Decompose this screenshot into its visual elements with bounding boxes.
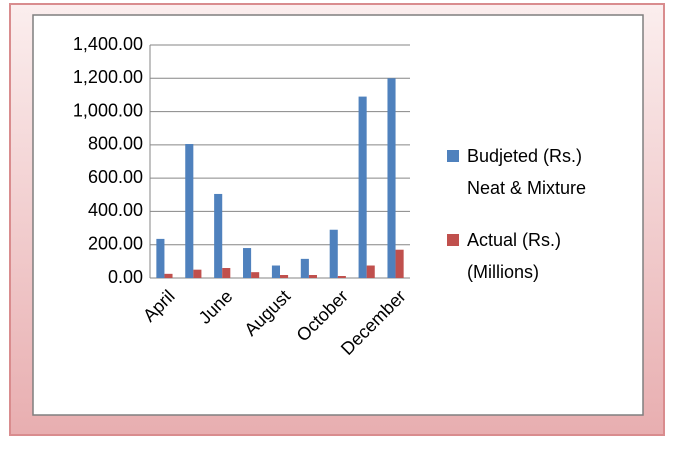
bar: [243, 248, 252, 278]
plot-frame: [32, 14, 644, 416]
bar: [156, 238, 165, 278]
bar: [164, 273, 173, 278]
legend-swatch: [447, 150, 459, 162]
y-tick-label: 0.00: [108, 267, 143, 287]
y-tick-label: 200.00: [88, 233, 143, 253]
y-tick-label: 1,200.00: [73, 67, 143, 87]
bar: [193, 269, 202, 278]
bar: [308, 275, 317, 278]
bar: [300, 258, 309, 278]
bar: [222, 268, 231, 278]
bar: [214, 193, 223, 278]
bar: [280, 275, 289, 278]
legend-item: Budjeted (Rs.) Neat & Mixture: [447, 140, 617, 204]
bar: [366, 265, 375, 278]
bar: [358, 96, 367, 278]
bar: [337, 276, 346, 278]
bar: [251, 272, 260, 278]
legend-swatch: [447, 234, 459, 246]
legend-item: Actual (Rs.) (Millions): [447, 224, 617, 288]
y-tick-label: 600.00: [88, 167, 143, 187]
y-tick-label: 1,000.00: [73, 100, 143, 120]
y-tick-label: 400.00: [88, 200, 143, 220]
y-tick-label: 800.00: [88, 134, 143, 154]
bar: [185, 144, 194, 278]
bar: [395, 249, 404, 278]
bar: [271, 265, 280, 278]
legend-label: Budjeted (Rs.) Neat & Mixture: [467, 146, 587, 198]
bar: [387, 78, 396, 279]
y-tick-label: 1,400.00: [73, 34, 143, 54]
bar: [329, 229, 338, 278]
legend-label: Actual (Rs.) (Millions): [467, 230, 562, 282]
